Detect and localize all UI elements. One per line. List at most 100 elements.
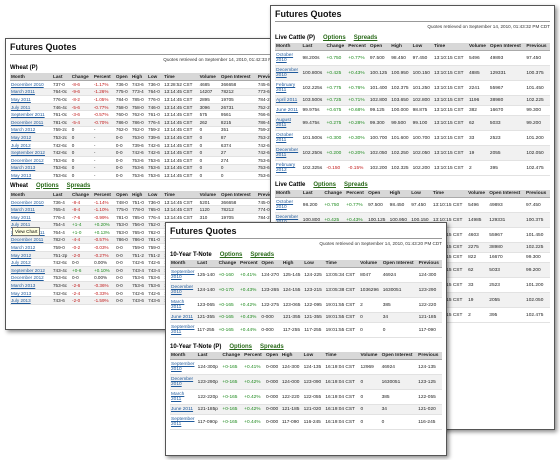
month-link[interactable]: December 2011 (10, 236, 52, 245)
cell: 753-6 (130, 171, 148, 180)
month-link[interactable]: September 2010 (170, 267, 197, 283)
column-header: Previous (256, 73, 282, 81)
month-link[interactable]: June 2011 (275, 105, 302, 116)
month-link[interactable]: December 2010 (275, 65, 302, 81)
month-link[interactable]: February 2012 (275, 160, 302, 176)
month-link[interactable]: August 2011 (275, 115, 302, 131)
month-link[interactable]: December 2011 (10, 118, 53, 127)
quote-row: December 2010 737-0 -8-6 -1.17% 736-0 743-6 73… (10, 80, 282, 89)
month-link[interactable]: March 2013 (10, 164, 53, 173)
cell: 742-6c (52, 148, 71, 157)
cell: -2-4 (71, 289, 94, 298)
section-link[interactable]: Options (323, 35, 346, 41)
month-link[interactable]: May 2012 (10, 251, 52, 260)
column-header: Open Interest (381, 260, 418, 268)
cell: 743-4 (131, 266, 148, 275)
month-link[interactable]: May 2011 (10, 95, 53, 104)
cell: 101.450 (525, 227, 550, 243)
section-link[interactable]: Spreads (260, 344, 284, 350)
month-link[interactable]: September 2011 (10, 110, 53, 119)
quote-row: August 2011 99.475s +0.275 +0.28% 99.300 99.5… (275, 115, 550, 131)
window-title: Futures Quotes (10, 42, 282, 55)
cell: 1630051 (381, 282, 418, 298)
month-link[interactable]: December 2010 (10, 198, 52, 207)
month-link[interactable]: December 2010 (170, 374, 197, 390)
cell: 78212 (220, 205, 257, 214)
month-link[interactable]: December 2012 (10, 156, 53, 165)
month-link[interactable]: September 2011 (170, 322, 197, 338)
month-link[interactable]: May 2012 (10, 133, 53, 142)
quote-row: December 2011 781-0c -5-4 -0.70% 786-0 786-0 7… (10, 118, 282, 127)
section-link[interactable]: Options (229, 344, 253, 350)
section-link[interactable]: Spreads (353, 35, 378, 41)
cell: 781-0c (52, 118, 71, 127)
month-link[interactable]: February 2011 (275, 80, 302, 96)
month-link[interactable]: June 2011 (170, 312, 197, 323)
month-link[interactable]: December 2012 (10, 274, 52, 283)
cell: 102.250s (301, 145, 326, 161)
section-link[interactable]: Spreads (66, 182, 91, 189)
month-link[interactable]: May 2013 (10, 289, 52, 298)
month-link[interactable]: September 2012 (10, 266, 52, 275)
cell: +0.20% (347, 145, 369, 161)
month-link[interactable]: July 2011 (10, 103, 53, 112)
cell: 13:10:15 CST (433, 145, 468, 161)
month-link[interactable]: March 2013 (10, 281, 52, 290)
cell: 762-0 (130, 126, 148, 135)
quote-row: October 2010 98.200 +0.750 +0.77% 97.500 98.4… (275, 197, 550, 213)
cell: 13:05:38 CST (324, 282, 360, 298)
month-link[interactable]: September 2011 (170, 414, 197, 430)
cell: 753-6c (52, 281, 72, 290)
cell: 16:19:04 CST (324, 374, 360, 390)
cell: 12969 (359, 359, 381, 375)
cell: 382 (467, 105, 489, 116)
month-link[interactable]: July 2012 (10, 258, 52, 268)
month-link[interactable]: December 2010 (170, 282, 197, 298)
month-link[interactable]: March 2011 (10, 88, 53, 97)
section-link[interactable]: Options (313, 182, 337, 188)
cell: 737-0 (52, 80, 71, 89)
cell: 395 (488, 307, 526, 323)
month-link[interactable]: September 2012 (10, 148, 53, 157)
month-link[interactable]: September 2010 (170, 359, 197, 375)
section-link[interactable]: Options (36, 182, 59, 189)
month-link[interactable]: October 2010 (275, 197, 302, 213)
cell: 0-000 (264, 404, 281, 415)
cell: 13:14:45 CST (163, 156, 199, 165)
month-link[interactable]: April 2011 (275, 95, 302, 106)
cell: 786-4 (256, 118, 282, 127)
cell: 736-0 (147, 198, 164, 207)
month-link[interactable]: March 2011 (170, 297, 197, 313)
cell: 0-000 (264, 359, 281, 375)
section-link[interactable]: Options (219, 252, 243, 258)
cell: 745-6 (256, 80, 282, 89)
cell: 753-6 (256, 164, 282, 173)
month-link[interactable]: July 2012 (10, 141, 53, 150)
month-link[interactable]: March 2012 (10, 243, 52, 252)
cell: 122-095 (303, 297, 325, 313)
month-link[interactable]: December 2011 (275, 145, 302, 161)
quote-row: March 2013 753-6c 0-0-0 753-6 753-6 13:14:45 … (10, 164, 282, 173)
section-link[interactable]: Spreads (344, 182, 368, 188)
cell: 366658 (219, 80, 257, 89)
month-link[interactable]: December 2010 (10, 80, 53, 89)
section-link[interactable]: Spreads (250, 252, 275, 258)
month-link[interactable]: July 2013 (10, 296, 52, 306)
month-link[interactable]: May 2013 (10, 171, 53, 180)
quote-row: March 2012 759-2c 0-762-0 762-0 759-2 13:14:4… (10, 126, 282, 135)
month-link[interactable]: March 2011 (170, 389, 197, 405)
month-link[interactable]: October 2011 (275, 130, 302, 146)
month-link[interactable]: October 2010 (275, 50, 302, 66)
month-link[interactable]: June 2011 (170, 404, 197, 415)
quote-row: September 2010 124-300p +0-165 +0.41% 0-000 1… (170, 359, 442, 375)
cell: -2-6 (71, 281, 94, 290)
cell: 765-0 (147, 205, 164, 214)
month-link[interactable]: March 2011 (10, 205, 52, 214)
cell: 99.300 (368, 115, 391, 131)
section-heading: Live Cattle (P) Options Spreads (275, 35, 550, 41)
cell: +0-165 (217, 322, 239, 338)
cell: +0.725 (325, 95, 348, 106)
month-link[interactable]: March 2012 (10, 126, 53, 135)
month-link[interactable]: May 2011 (10, 213, 52, 222)
section-heading: Wheat Options Spreads (10, 183, 282, 189)
